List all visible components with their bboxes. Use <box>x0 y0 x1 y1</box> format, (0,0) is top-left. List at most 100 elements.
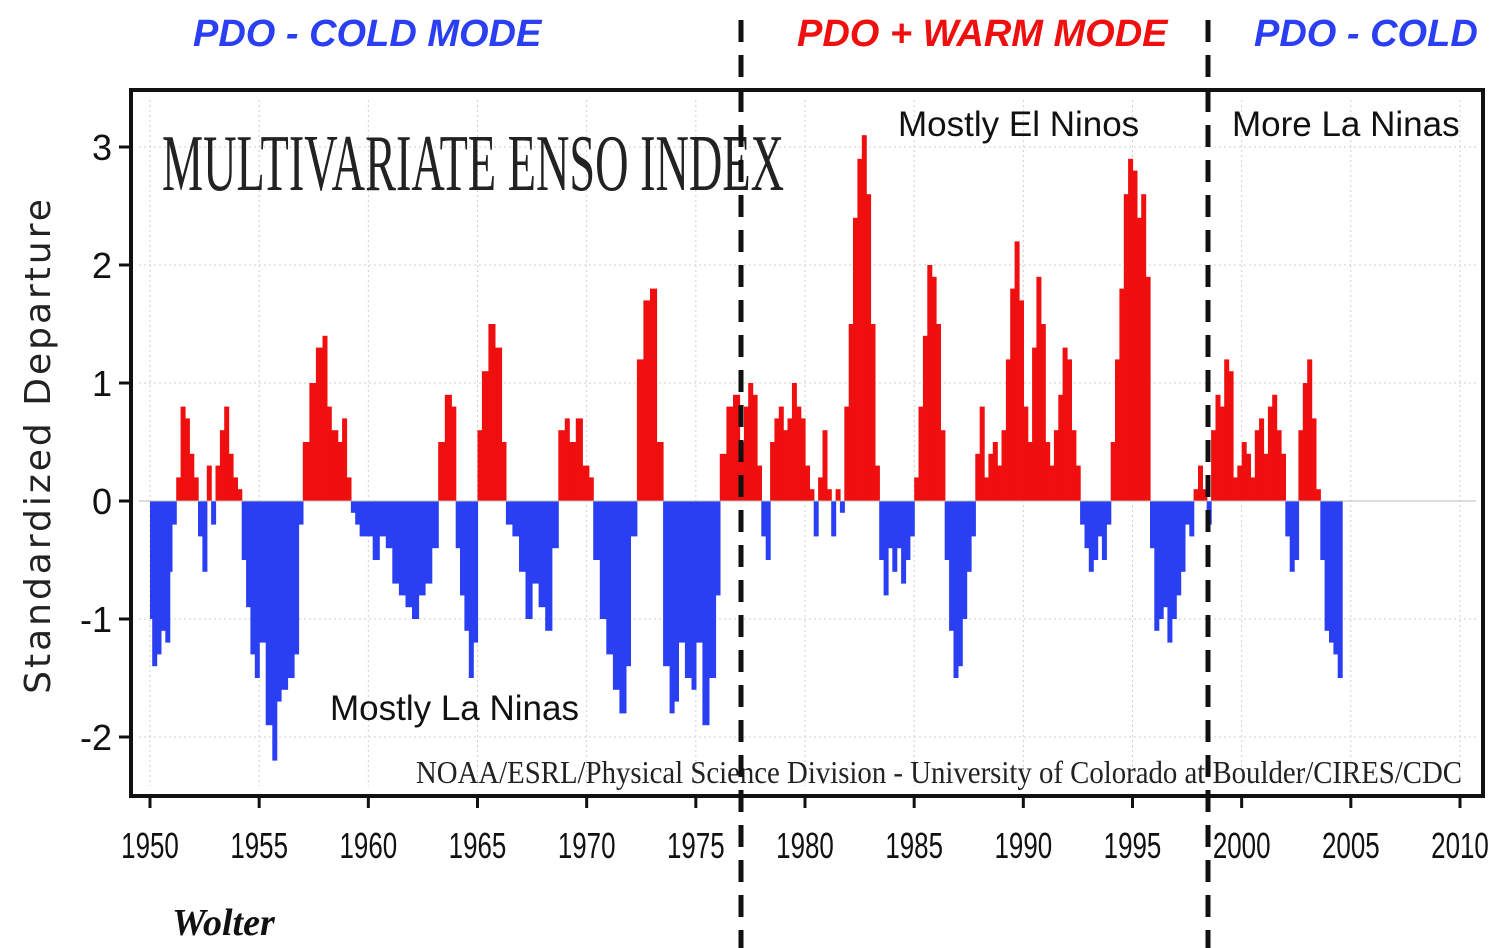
index-bar-negative <box>455 501 461 549</box>
index-bar-positive <box>857 158 863 502</box>
index-bar-negative <box>831 501 837 537</box>
index-bar-positive <box>656 442 664 501</box>
index-bar-positive <box>778 406 784 501</box>
index-bar-negative <box>152 501 158 667</box>
index-bar-positive <box>861 135 867 501</box>
index-bar-negative <box>412 501 420 619</box>
index-bar-negative <box>468 501 474 678</box>
index-bar-negative <box>909 501 915 537</box>
index-bar-positive <box>1267 406 1273 501</box>
index-bar-negative <box>505 501 513 525</box>
index-bar-positive <box>1053 430 1059 501</box>
index-bar-positive <box>752 394 758 501</box>
index-bar-positive <box>1211 430 1217 501</box>
index-bar-positive <box>853 217 858 502</box>
index-bar-positive <box>444 394 452 501</box>
index-bar-negative <box>519 501 527 572</box>
index-bar-negative <box>294 501 300 655</box>
index-bar-negative <box>250 501 256 655</box>
index-bar-negative <box>281 501 289 690</box>
index-bar-positive <box>805 465 810 501</box>
index-bar-negative <box>202 501 208 572</box>
index-bar-negative <box>1088 501 1094 572</box>
index-bar-positive <box>215 465 221 501</box>
index-bar-positive <box>1250 477 1256 501</box>
index-bar-negative <box>1294 501 1300 560</box>
index-bar-negative <box>1106 501 1112 525</box>
index-bar-positive <box>309 383 317 501</box>
index-bar-negative <box>593 501 601 560</box>
index-bar-negative <box>1084 501 1090 549</box>
index-bar-negative <box>1320 501 1326 560</box>
index-bar-positive <box>931 276 937 501</box>
index-bar-positive <box>495 347 503 501</box>
index-bar-positive <box>1315 489 1321 501</box>
index-bar-positive <box>1254 430 1260 501</box>
index-bar-negative <box>538 501 546 608</box>
index-bar-positive <box>796 406 802 501</box>
index-bar-positive <box>733 394 741 501</box>
index-bar-positive <box>1246 453 1251 501</box>
x-tick-label: 2010 <box>1431 826 1489 866</box>
index-bar-positive <box>874 465 880 501</box>
data-credit: NOAA/ESRL/Physical Science Division - Un… <box>416 754 1462 790</box>
index-bar-positive <box>822 430 828 501</box>
index-bar-negative <box>355 501 361 525</box>
index-bar-positive <box>719 453 727 501</box>
index-bar-negative <box>765 501 771 560</box>
index-bar-positive <box>936 324 941 501</box>
index-bar-positive <box>1005 359 1011 501</box>
x-tick-label: 1990 <box>995 826 1053 866</box>
index-bar-negative <box>1101 501 1107 560</box>
index-bar-positive <box>870 324 876 501</box>
index-bar-positive <box>739 442 745 501</box>
index-bar-positive <box>184 418 190 501</box>
index-bar-positive <box>1302 383 1308 501</box>
y-tick-label: -2 <box>80 717 112 758</box>
index-bar-negative <box>669 501 675 714</box>
x-tick-label: 1950 <box>121 826 179 866</box>
index-bar-negative <box>425 501 433 584</box>
index-bar-positive <box>1215 394 1221 501</box>
index-bar-negative <box>896 501 902 549</box>
index-bar-negative <box>259 501 267 643</box>
index-bar-positive <box>1040 324 1046 501</box>
index-bar-positive <box>1067 359 1072 501</box>
y-tick-label: -1 <box>80 599 112 640</box>
index-bar-negative <box>198 501 203 537</box>
index-bar-negative <box>1324 501 1330 631</box>
index-bar-negative <box>350 501 356 513</box>
index-bar-positive <box>1023 406 1029 501</box>
index-bar-negative <box>1167 501 1173 643</box>
index-bar-negative <box>761 501 767 537</box>
index-bar-positive <box>1307 359 1313 501</box>
index-bar-negative <box>265 501 273 726</box>
index-bar-positive <box>1075 465 1081 501</box>
index-bar-negative <box>385 501 393 549</box>
index-bar-negative <box>359 501 367 537</box>
index-bar-positive <box>984 477 989 501</box>
index-bar-positive <box>918 406 924 501</box>
index-bar-negative <box>612 501 620 690</box>
index-bar-positive <box>650 288 658 501</box>
index-bar-negative <box>702 501 710 726</box>
index-bar-positive <box>1049 465 1055 501</box>
index-bar-positive <box>233 477 238 501</box>
x-tick-label: 2005 <box>1322 826 1380 866</box>
index-bar-positive <box>997 465 1003 501</box>
index-bar-negative <box>398 501 406 596</box>
index-bar-positive <box>743 406 749 501</box>
index-bar-positive <box>848 324 854 501</box>
index-bar-positive <box>1202 489 1208 501</box>
y-tick-label: 0 <box>92 481 112 522</box>
index-bar-positive <box>940 430 946 501</box>
index-bar-negative <box>663 501 671 667</box>
index-bar-positive <box>1019 300 1024 501</box>
index-bar-positive <box>1128 158 1134 502</box>
index-bar-positive <box>1263 453 1269 501</box>
index-bar-negative <box>1333 501 1339 655</box>
index-bar-positive <box>346 477 352 501</box>
index-bar-positive <box>1145 276 1151 501</box>
index-bar-positive <box>1198 465 1203 501</box>
index-bar-negative <box>287 501 295 678</box>
